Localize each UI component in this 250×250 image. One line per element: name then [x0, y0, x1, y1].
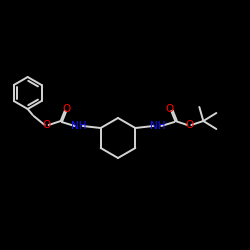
Text: O: O [185, 120, 194, 130]
Text: O: O [62, 104, 71, 114]
Text: NH: NH [150, 121, 165, 131]
Text: NH: NH [71, 121, 86, 131]
Text: O: O [165, 104, 173, 114]
Text: O: O [42, 120, 51, 130]
